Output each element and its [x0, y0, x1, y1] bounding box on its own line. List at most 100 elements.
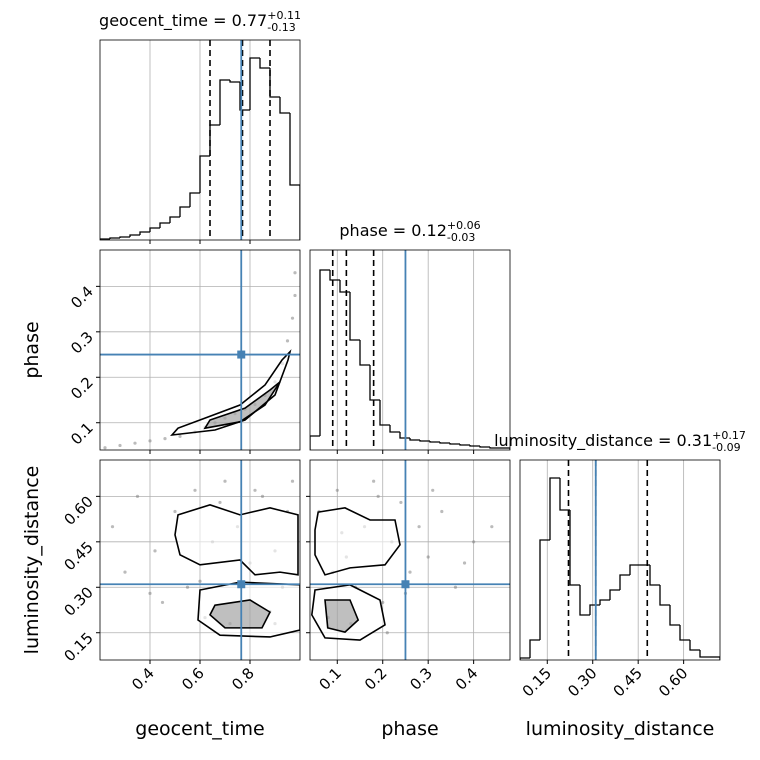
- y-tick-label: 0.60: [60, 492, 96, 528]
- histogram-step: [669, 605, 680, 626]
- histogram-step: [239, 82, 250, 111]
- sample-point: [110, 525, 115, 529]
- x-tick-label: 0.1: [316, 664, 346, 694]
- sample-point: [417, 525, 421, 529]
- histogram-step: [109, 237, 120, 239]
- x-tick-label: 0.30: [564, 664, 600, 700]
- histogram-step: [179, 206, 190, 217]
- histogram-step: [489, 447, 500, 449]
- title-lower: -0.09: [712, 441, 740, 454]
- histogram-step: [679, 625, 690, 641]
- histogram-step: [449, 443, 460, 445]
- sample-point: [148, 439, 152, 443]
- contour: [324, 599, 360, 634]
- sample-point: [260, 494, 265, 498]
- histogram-step: [229, 80, 240, 83]
- sample-point: [408, 570, 412, 574]
- sample-point: [490, 525, 494, 529]
- y-tick-label: 0.1: [67, 419, 97, 449]
- sample-point: [163, 437, 167, 441]
- histogram-step: [139, 231, 150, 235]
- histogram-step: [569, 510, 580, 586]
- sample-point: [148, 591, 152, 595]
- sample-point: [160, 600, 165, 605]
- plot-area: [100, 40, 300, 240]
- panel-frame: [99, 249, 301, 451]
- histogram-step: [169, 216, 180, 223]
- panel: 0.4 0.6 0.8 0.15 0.30 0.45 0.60 geocent_time lum…: [21, 459, 301, 740]
- histogram-step: [589, 604, 600, 615]
- histogram-step: [399, 432, 410, 439]
- title-lower: -0.13: [267, 21, 295, 34]
- sample-point: [133, 441, 137, 445]
- y-axis-label: phase: [21, 321, 43, 378]
- sample-point: [372, 479, 376, 483]
- sample-point: [253, 488, 257, 492]
- histogram-step: [469, 445, 480, 447]
- panel: phase = 0.12+0.06 -0.03: [309, 219, 511, 454]
- x-tick-label: 0.2: [361, 664, 391, 694]
- y-tick-label: 0.15: [60, 629, 96, 665]
- histogram-step: [579, 585, 590, 616]
- histogram-step: [379, 400, 390, 426]
- panel-title: geocent_time = 0.77+0.11 -0.13: [99, 9, 301, 34]
- sample-point: [431, 488, 435, 492]
- x-axis-label: luminosity_distance: [526, 718, 715, 740]
- histogram-step: [649, 565, 660, 586]
- sample-point: [293, 271, 297, 275]
- x-tick-label: 0.60: [655, 664, 691, 700]
- contour: [197, 581, 300, 638]
- contour: [174, 504, 299, 576]
- histogram-step: [479, 446, 490, 448]
- plot-area: [100, 250, 300, 450]
- histogram-step: [209, 124, 220, 156]
- sample-point: [376, 494, 380, 498]
- sample-point: [399, 500, 403, 505]
- histogram-step: [119, 236, 130, 238]
- histogram-step: [289, 113, 300, 186]
- sample-point: [103, 446, 107, 450]
- sample-point: [381, 600, 385, 605]
- histogram-step: [249, 57, 260, 110]
- y-tick-label: 0.4: [67, 282, 97, 312]
- histogram-step: [149, 227, 160, 232]
- sample-point: [285, 339, 290, 343]
- title-lower: -0.03: [447, 231, 475, 244]
- histogram-step: [279, 97, 290, 114]
- plot-area: [520, 460, 720, 660]
- panel-frame: [309, 459, 511, 661]
- histogram-step: [520, 657, 530, 660]
- histogram-step: [459, 444, 470, 446]
- x-axis-label: geocent_time: [135, 718, 264, 740]
- panel-frame: [99, 39, 301, 241]
- histogram-step: [389, 425, 400, 433]
- histogram-step: [100, 238, 110, 240]
- histogram-step: [259, 58, 270, 69]
- contour: [203, 381, 281, 430]
- histogram-step: [409, 438, 420, 441]
- histogram-step: [219, 79, 230, 125]
- histogram-step: [439, 442, 450, 444]
- y-axis-label: luminosity_distance: [21, 466, 43, 655]
- x-tick-label: 0.6: [178, 664, 208, 694]
- x-tick-label: 0.8: [228, 664, 258, 694]
- histogram-step: [549, 477, 560, 540]
- sample-point: [185, 585, 190, 589]
- title-main: geocent_time = 0.77: [99, 11, 267, 31]
- histogram-step: [329, 270, 340, 281]
- sample-point: [293, 293, 297, 298]
- sample-point: [290, 316, 295, 320]
- histogram-step: [629, 564, 640, 575]
- sample-point: [335, 488, 339, 492]
- histogram-step: [269, 68, 280, 98]
- panel-frame: [99, 459, 301, 661]
- panel: 0.1 0.2 0.3 0.4 phase: [306, 459, 511, 740]
- title-upper: +0.17: [712, 429, 746, 442]
- histogram-step: [339, 280, 350, 293]
- histogram-step: [419, 440, 430, 442]
- x-tick-label: 0.4: [128, 664, 158, 694]
- title-main: phase = 0.12: [339, 221, 446, 240]
- sample-point: [173, 509, 177, 514]
- contour: [314, 507, 401, 576]
